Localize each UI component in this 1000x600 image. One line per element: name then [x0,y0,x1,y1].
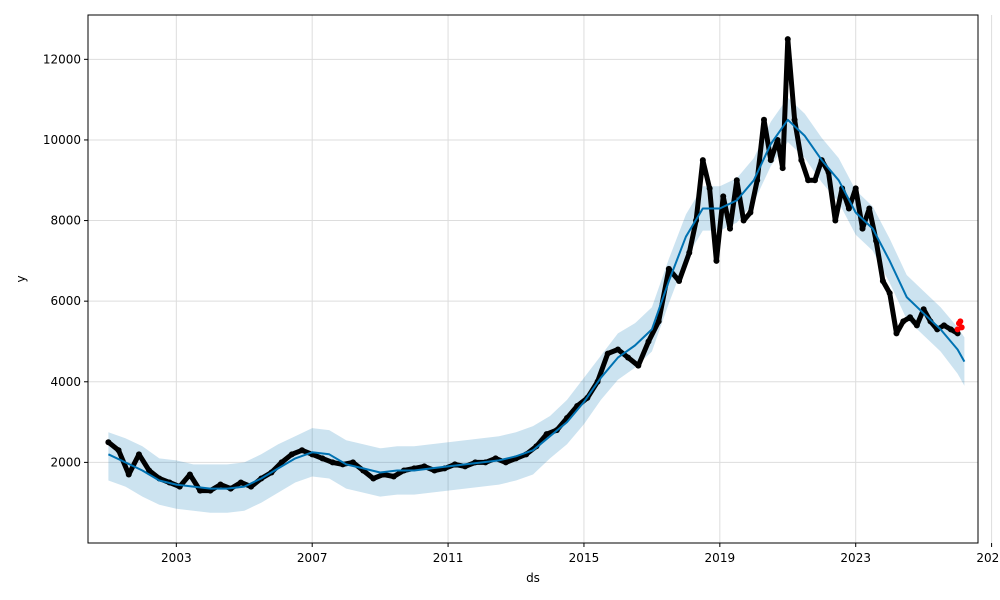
observed-point [349,459,356,466]
observed-point [859,225,866,232]
x-tick-label: 2003 [161,551,192,565]
highlight-point [957,318,964,325]
observed-point [713,257,720,264]
y-tick-label: 2000 [50,455,81,469]
observed-point [421,463,428,470]
y-axis-ticks: 2000 4000 6000 8000 10000 12000 [43,52,88,469]
x-tick-label: 2015 [569,551,600,565]
observed-point [686,249,693,256]
observed-point [805,177,812,184]
observed-point [767,157,774,164]
forecast-line-group [107,118,966,490]
observed-point [115,447,122,454]
highlight-points [954,318,965,333]
x-axis-ticks: 2003 2007 2011 2015 2019 2023 2027 [161,543,1000,565]
observed-point [370,475,377,482]
observed-point [747,209,754,216]
observed-point [604,350,611,357]
observed-point [319,455,326,462]
y-tick-label: 12000 [43,52,81,66]
observed-point [774,136,781,143]
observed-point [727,225,734,232]
observed-point [852,185,859,192]
observed-point [913,322,920,329]
observed-point [845,205,852,212]
observed-point [105,439,112,446]
observed-point [740,217,747,224]
observed-point [625,354,632,361]
observed-point [699,157,706,164]
observed-point [798,157,805,164]
observed-point [502,459,509,466]
gridlines [88,15,993,543]
observed-point [886,290,893,297]
y-tick-label: 10000 [43,133,81,147]
observed-point [927,318,934,325]
observed-point [900,318,907,325]
observed-point [237,479,244,486]
observed-point [278,459,285,466]
observed-point [288,451,295,458]
observed-point [779,165,786,172]
x-tick-label: 2007 [297,551,328,565]
observed-point [543,431,550,438]
y-axis-label: y [14,275,28,282]
plot-frame [87,14,979,544]
observed-point [125,471,132,478]
observed-point [720,193,727,200]
observed-point [135,451,142,458]
observed-point [832,217,839,224]
observed-point [879,278,886,285]
observed-point [733,177,740,184]
observed-point [893,330,900,337]
observed-point [760,116,767,123]
highlight-point [958,324,965,331]
observed-point [329,459,336,466]
observed-point [791,116,798,123]
x-tick-label: 2027 [976,551,1000,565]
observed-point [390,473,397,480]
x-tick-label: 2023 [840,551,871,565]
observed-point [676,278,683,285]
y-tick-label: 4000 [50,375,81,389]
forecast-line [107,118,966,490]
observed-point [186,471,193,478]
observed-point [635,362,642,369]
observed-point [217,481,224,488]
observed-point [866,205,873,212]
x-tick-label: 2011 [433,551,464,565]
y-tick-label: 8000 [50,214,81,228]
observed-point [645,338,652,345]
observed-point [941,322,948,329]
observed-point [614,346,621,353]
observed-point [146,467,153,474]
observed-point [784,36,791,43]
observed-point [299,447,306,454]
observed-point [754,177,761,184]
observed-point [811,177,818,184]
x-axis-label: ds [526,571,540,585]
observed-point [947,326,954,333]
observed-point [907,314,914,321]
y-tick-label: 6000 [50,294,81,308]
observed-point [197,487,204,494]
observed-point [655,318,662,325]
x-tick-label: 2019 [705,551,736,565]
observed-point [706,185,713,192]
observed-point [665,265,672,272]
